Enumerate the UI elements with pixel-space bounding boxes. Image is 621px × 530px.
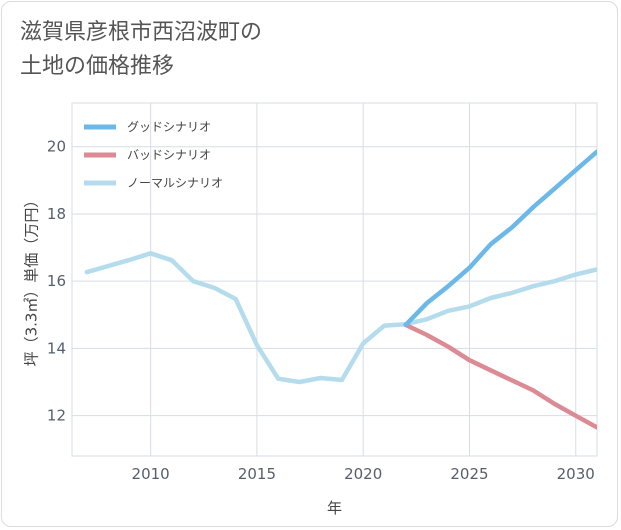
y-tick-label: 16 [47, 272, 66, 290]
legend-label: ノーマルシナリオ [127, 176, 223, 190]
legend-label: バッドシナリオ [127, 148, 211, 162]
y-tick-label: 18 [47, 205, 66, 223]
legend-label: グッドシナリオ [127, 120, 211, 134]
chart-ticks: 2010 2015 2020 2025 2030 12 14 16 18 20 [47, 138, 595, 483]
x-tick-label: 2030 [557, 465, 595, 483]
series-line-0 [403, 149, 597, 328]
y-tick-label: 14 [47, 339, 66, 357]
chart-title-line2: 土地の価格推移 [20, 54, 175, 79]
x-tick-label: 2025 [450, 465, 488, 483]
x-tick-label: 2010 [132, 465, 170, 483]
plot-frame [71, 102, 598, 457]
x-axis-label: 年 [327, 499, 342, 517]
y-axis-label: 坪（3.3㎡）単価（万円） [23, 193, 41, 367]
chart-title: 滋賀県彦根市西沼波町の 土地の価格推移 [20, 16, 440, 84]
chart-title-line1: 滋賀県彦根市西沼波町の [20, 20, 263, 45]
y-tick-label: 12 [47, 407, 66, 425]
x-tick-label: 2015 [238, 465, 276, 483]
series-line-2 [84, 251, 597, 385]
series-line-1 [403, 322, 597, 430]
x-tick-label: 2020 [344, 465, 382, 483]
chart-series [84, 149, 597, 430]
chart-grid [71, 102, 598, 457]
y-tick-label: 20 [47, 138, 66, 156]
